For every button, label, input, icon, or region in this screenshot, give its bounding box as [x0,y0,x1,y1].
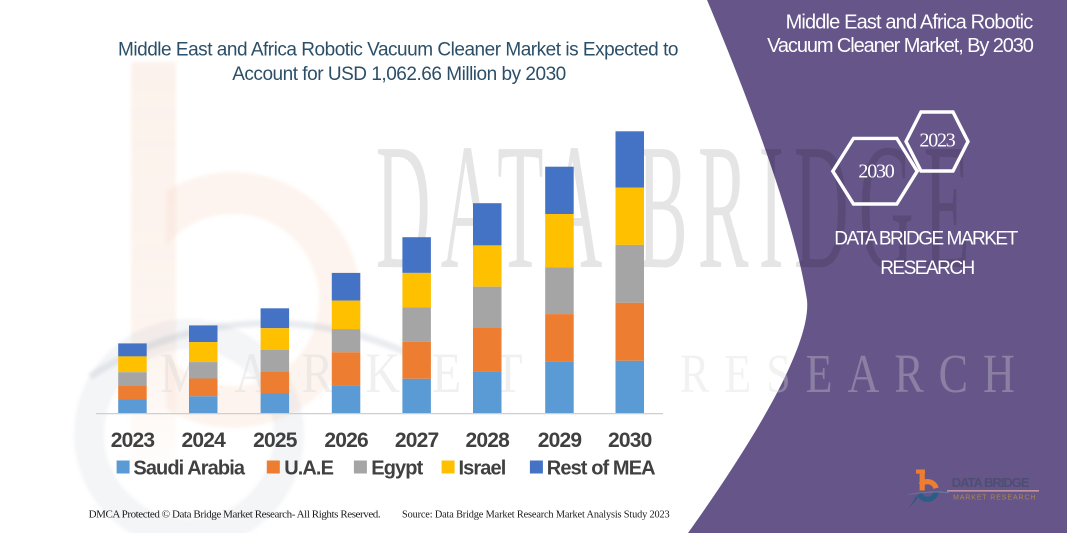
svg-text:2030: 2030 [608,429,652,452]
svg-text:2029: 2029 [538,429,582,452]
svg-text:Saudi Arabia: Saudi Arabia [133,458,245,480]
svg-text:Rest of MEA: Rest of MEA [547,458,655,480]
svg-text:Source: Data Bridge Market Res: Source: Data Bridge Market Research Mark… [402,510,670,521]
svg-text:U.A.E: U.A.E [284,458,333,480]
svg-text:DATA BRIDGE: DATA BRIDGE [952,475,1030,490]
svg-text:2024: 2024 [182,429,227,452]
svg-text:Middle East and Africa Robotic: Middle East and Africa Robotic [786,11,1034,33]
svg-text:2027: 2027 [395,429,439,452]
svg-text:Vacuum Cleaner Market, By 2030: Vacuum Cleaner Market, By 2030 [767,35,1034,57]
svg-text:Account for USD 1,062.66 Milli: Account for USD 1,062.66 Million by 2030 [232,64,566,85]
svg-text:Egypt: Egypt [371,458,423,480]
svg-text:2028: 2028 [466,429,511,452]
svg-text:Middle East and Africa Robotic: Middle East and Africa Robotic Vacuum Cl… [118,40,678,61]
svg-text:DATA BRIDGE MARKET: DATA BRIDGE MARKET [834,229,1018,250]
svg-text:2030: 2030 [858,161,894,183]
svg-text:2023: 2023 [111,429,155,452]
svg-text:2026: 2026 [324,429,368,452]
svg-text:MARKET RESEARCH: MARKET RESEARCH [953,495,1036,502]
svg-text:RESEARCH: RESEARCH [680,343,1030,404]
svg-text:RESEARCH: RESEARCH [880,258,974,279]
svg-text:DMCA Protected © Data Bridge M: DMCA Protected © Data Bridge Market Rese… [89,509,381,521]
svg-text:2025: 2025 [253,429,298,452]
svg-text:2023: 2023 [919,130,955,152]
svg-text:Israel: Israel [459,458,506,480]
